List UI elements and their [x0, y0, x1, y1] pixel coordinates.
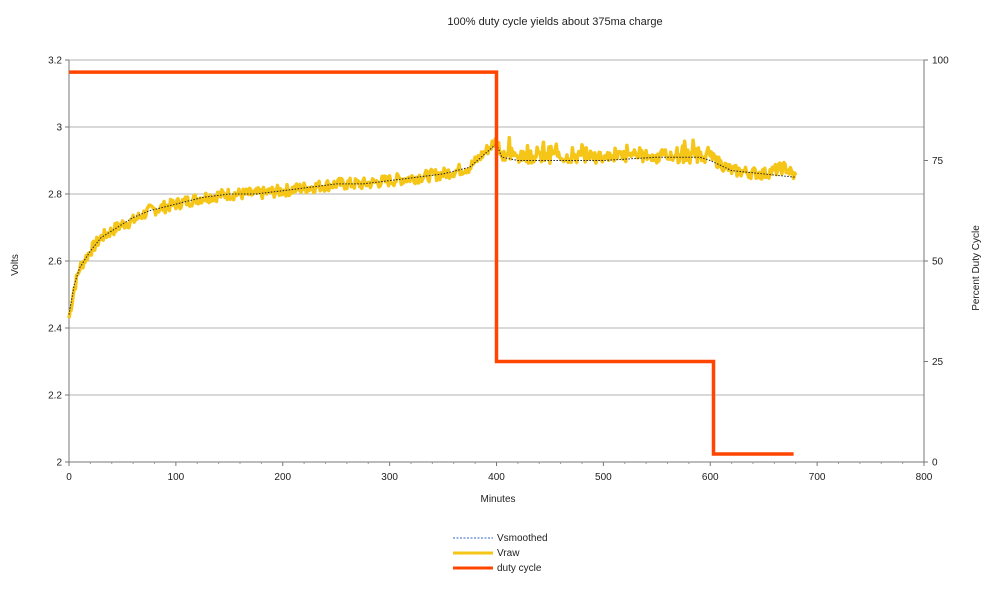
- y-left-tick-label-4: 2.8: [48, 190, 62, 201]
- series-vraw-line: [67, 135, 798, 319]
- x-tick-label-8: 800: [916, 472, 933, 483]
- y-left-axis-ticks: 2 2.2 2.4 2.6 2.8 3 3.2: [48, 56, 69, 469]
- y-right-axis-label: Percent Duty Cycle: [971, 225, 982, 311]
- y-right-tick-label-0: 0: [932, 458, 938, 469]
- y-right-axis-ticks: 0 25 50 75 100: [924, 56, 949, 469]
- legend: Vsmoothed Vraw duty cycle: [453, 533, 548, 574]
- x-tick-label-3: 300: [381, 472, 398, 483]
- legend-label-vraw: Vraw: [497, 548, 520, 559]
- y-right-tick-label-3: 75: [932, 156, 944, 167]
- y-right-tick-label-1: 25: [932, 357, 944, 368]
- chart-title: 100% duty cycle yields about 375ma charg…: [447, 16, 662, 28]
- legend-label-vsmoothed: Vsmoothed: [497, 533, 548, 544]
- x-tick-label-6: 600: [702, 472, 719, 483]
- y-right-tick-label-2: 50: [932, 257, 944, 268]
- y-left-tick-label-2: 2.4: [48, 324, 62, 335]
- y-left-axis-label: Volts: [10, 254, 21, 276]
- y-left-tick-label-1: 2.2: [48, 391, 62, 402]
- x-axis-label: Minutes: [480, 494, 515, 505]
- y-left-tick-label-3: 2.6: [48, 257, 62, 268]
- y-left-tick-label-0: 2: [56, 458, 62, 469]
- series-group: [67, 70, 798, 456]
- series-duty-cycle-line: [69, 70, 794, 456]
- legend-label-duty-cycle: duty cycle: [497, 563, 542, 574]
- y-left-tick-label-6: 3.2: [48, 56, 62, 67]
- x-tick-label-7: 700: [809, 472, 826, 483]
- x-tick-label-5: 500: [595, 472, 612, 483]
- y-left-tick-label-5: 3: [56, 123, 62, 134]
- y-right-tick-label-4: 100: [932, 56, 949, 67]
- x-tick-label-2: 200: [274, 472, 291, 483]
- x-tick-label-0: 0: [66, 472, 72, 483]
- x-axis-ticks: 0 100 200 300 400 500 600 700 800: [66, 462, 933, 483]
- series-vsmoothed-line: [68, 142, 796, 315]
- x-tick-label-1: 100: [168, 472, 185, 483]
- x-tick-label-4: 400: [488, 472, 505, 483]
